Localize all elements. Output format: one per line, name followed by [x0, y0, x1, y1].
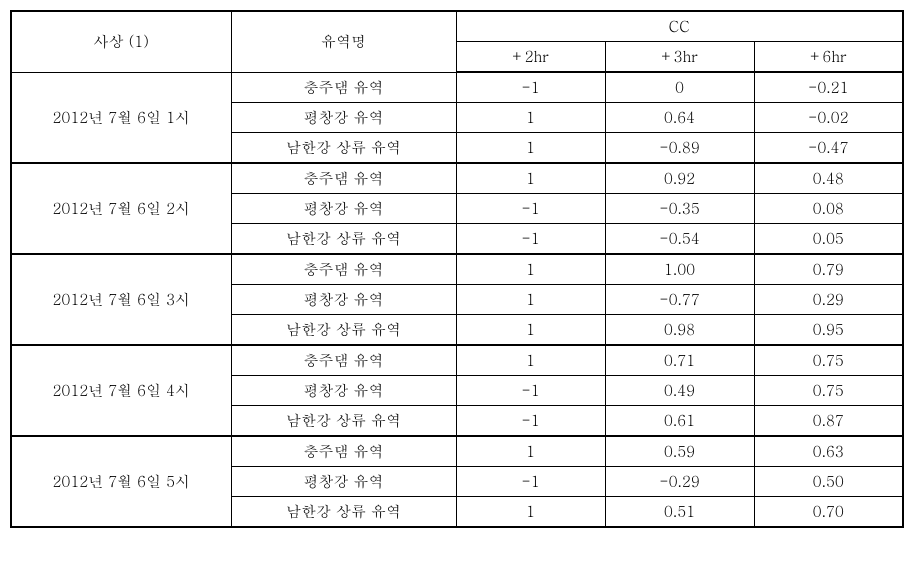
- table-row: 2012년 7월 6일 2시충주댐 유역10.920.48: [11, 163, 903, 194]
- cell-cc-2hr: 1: [456, 103, 605, 133]
- cell-basin: 충주댐 유역: [231, 163, 456, 194]
- table-row: 2012년 7월 6일 5시충주댐 유역10.590.63: [11, 436, 903, 467]
- table-header: 사상 (1) 유역명 CC +2hr +3hr +6hr: [11, 11, 903, 72]
- cell-cc-3hr: 1.00: [605, 254, 754, 285]
- cell-event: 2012년 7월 6일 2시: [11, 163, 231, 254]
- cell-cc-6hr: 0.08: [754, 194, 903, 224]
- cell-cc-6hr: 0.48: [754, 163, 903, 194]
- cell-event: 2012년 7월 6일 3시: [11, 254, 231, 345]
- cell-cc-3hr: -0.54: [605, 224, 754, 255]
- cell-basin: 충주댐 유역: [231, 254, 456, 285]
- cell-cc-6hr: -0.21: [754, 72, 903, 103]
- cell-cc-6hr: 0.05: [754, 224, 903, 255]
- cell-cc-6hr: 0.50: [754, 467, 903, 497]
- cell-cc-2hr: 1: [456, 163, 605, 194]
- cell-cc-2hr: 1: [456, 133, 605, 164]
- table-row: 2012년 7월 6일 4시충주댐 유역10.710.75: [11, 345, 903, 376]
- cell-basin: 남한강 상류 유역: [231, 497, 456, 528]
- cell-basin: 남한강 상류 유역: [231, 224, 456, 255]
- cell-cc-2hr: 1: [456, 436, 605, 467]
- cell-event: 2012년 7월 6일 5시: [11, 436, 231, 527]
- cell-cc-3hr: 0.92: [605, 163, 754, 194]
- cell-basin: 충주댐 유역: [231, 72, 456, 103]
- cell-cc-2hr: 1: [456, 254, 605, 285]
- data-table: 사상 (1) 유역명 CC +2hr +3hr +6hr 2012년 7월 6일…: [10, 10, 904, 528]
- cell-cc-2hr: -1: [456, 467, 605, 497]
- header-cc-3hr: +3hr: [605, 42, 754, 73]
- cell-cc-6hr: 0.75: [754, 345, 903, 376]
- cell-cc-2hr: -1: [456, 376, 605, 406]
- cell-basin: 남한강 상류 유역: [231, 315, 456, 346]
- header-cc-6hr: +6hr: [754, 42, 903, 73]
- cell-cc-2hr: 1: [456, 345, 605, 376]
- cell-cc-6hr: 0.87: [754, 406, 903, 437]
- cell-basin: 평창강 유역: [231, 285, 456, 315]
- cell-event: 2012년 7월 6일 1시: [11, 72, 231, 163]
- cell-cc-2hr: 1: [456, 315, 605, 346]
- cell-cc-3hr: -0.35: [605, 194, 754, 224]
- cell-cc-2hr: -1: [456, 194, 605, 224]
- cell-cc-2hr: -1: [456, 406, 605, 437]
- cell-cc-6hr: -0.47: [754, 133, 903, 164]
- table-row: 2012년 7월 6일 1시충주댐 유역-10-0.21: [11, 72, 903, 103]
- cell-cc-3hr: 0.98: [605, 315, 754, 346]
- cell-cc-3hr: -0.89: [605, 133, 754, 164]
- cell-cc-6hr: 0.75: [754, 376, 903, 406]
- cell-cc-3hr: -0.29: [605, 467, 754, 497]
- cell-cc-6hr: -0.02: [754, 103, 903, 133]
- cell-cc-3hr: 0.59: [605, 436, 754, 467]
- cell-cc-3hr: 0: [605, 72, 754, 103]
- cell-cc-2hr: -1: [456, 72, 605, 103]
- header-cc-2hr: +2hr: [456, 42, 605, 73]
- cell-event: 2012년 7월 6일 4시: [11, 345, 231, 436]
- header-basin: 유역명: [231, 11, 456, 72]
- cell-cc-3hr: 0.51: [605, 497, 754, 528]
- cell-basin: 평창강 유역: [231, 103, 456, 133]
- table-row: 2012년 7월 6일 3시충주댐 유역11.000.79: [11, 254, 903, 285]
- cell-basin: 남한강 상류 유역: [231, 406, 456, 437]
- cell-cc-2hr: -1: [456, 224, 605, 255]
- cell-cc-6hr: 0.70: [754, 497, 903, 528]
- cell-basin: 평창강 유역: [231, 376, 456, 406]
- cell-cc-2hr: 1: [456, 285, 605, 315]
- cell-basin: 평창강 유역: [231, 194, 456, 224]
- cell-basin: 충주댐 유역: [231, 345, 456, 376]
- cell-cc-6hr: 0.29: [754, 285, 903, 315]
- cell-basin: 평창강 유역: [231, 467, 456, 497]
- cell-basin: 남한강 상류 유역: [231, 133, 456, 164]
- cell-cc-3hr: 0.71: [605, 345, 754, 376]
- table-body: 2012년 7월 6일 1시충주댐 유역-10-0.21평창강 유역10.64-…: [11, 72, 903, 527]
- cell-basin: 충주댐 유역: [231, 436, 456, 467]
- cell-cc-2hr: 1: [456, 497, 605, 528]
- cell-cc-6hr: 0.63: [754, 436, 903, 467]
- cell-cc-6hr: 0.95: [754, 315, 903, 346]
- cell-cc-3hr: -0.77: [605, 285, 754, 315]
- cell-cc-6hr: 0.79: [754, 254, 903, 285]
- header-cc-group: CC: [456, 11, 903, 42]
- header-event: 사상 (1): [11, 11, 231, 72]
- cell-cc-3hr: 0.49: [605, 376, 754, 406]
- cell-cc-3hr: 0.64: [605, 103, 754, 133]
- cell-cc-3hr: 0.61: [605, 406, 754, 437]
